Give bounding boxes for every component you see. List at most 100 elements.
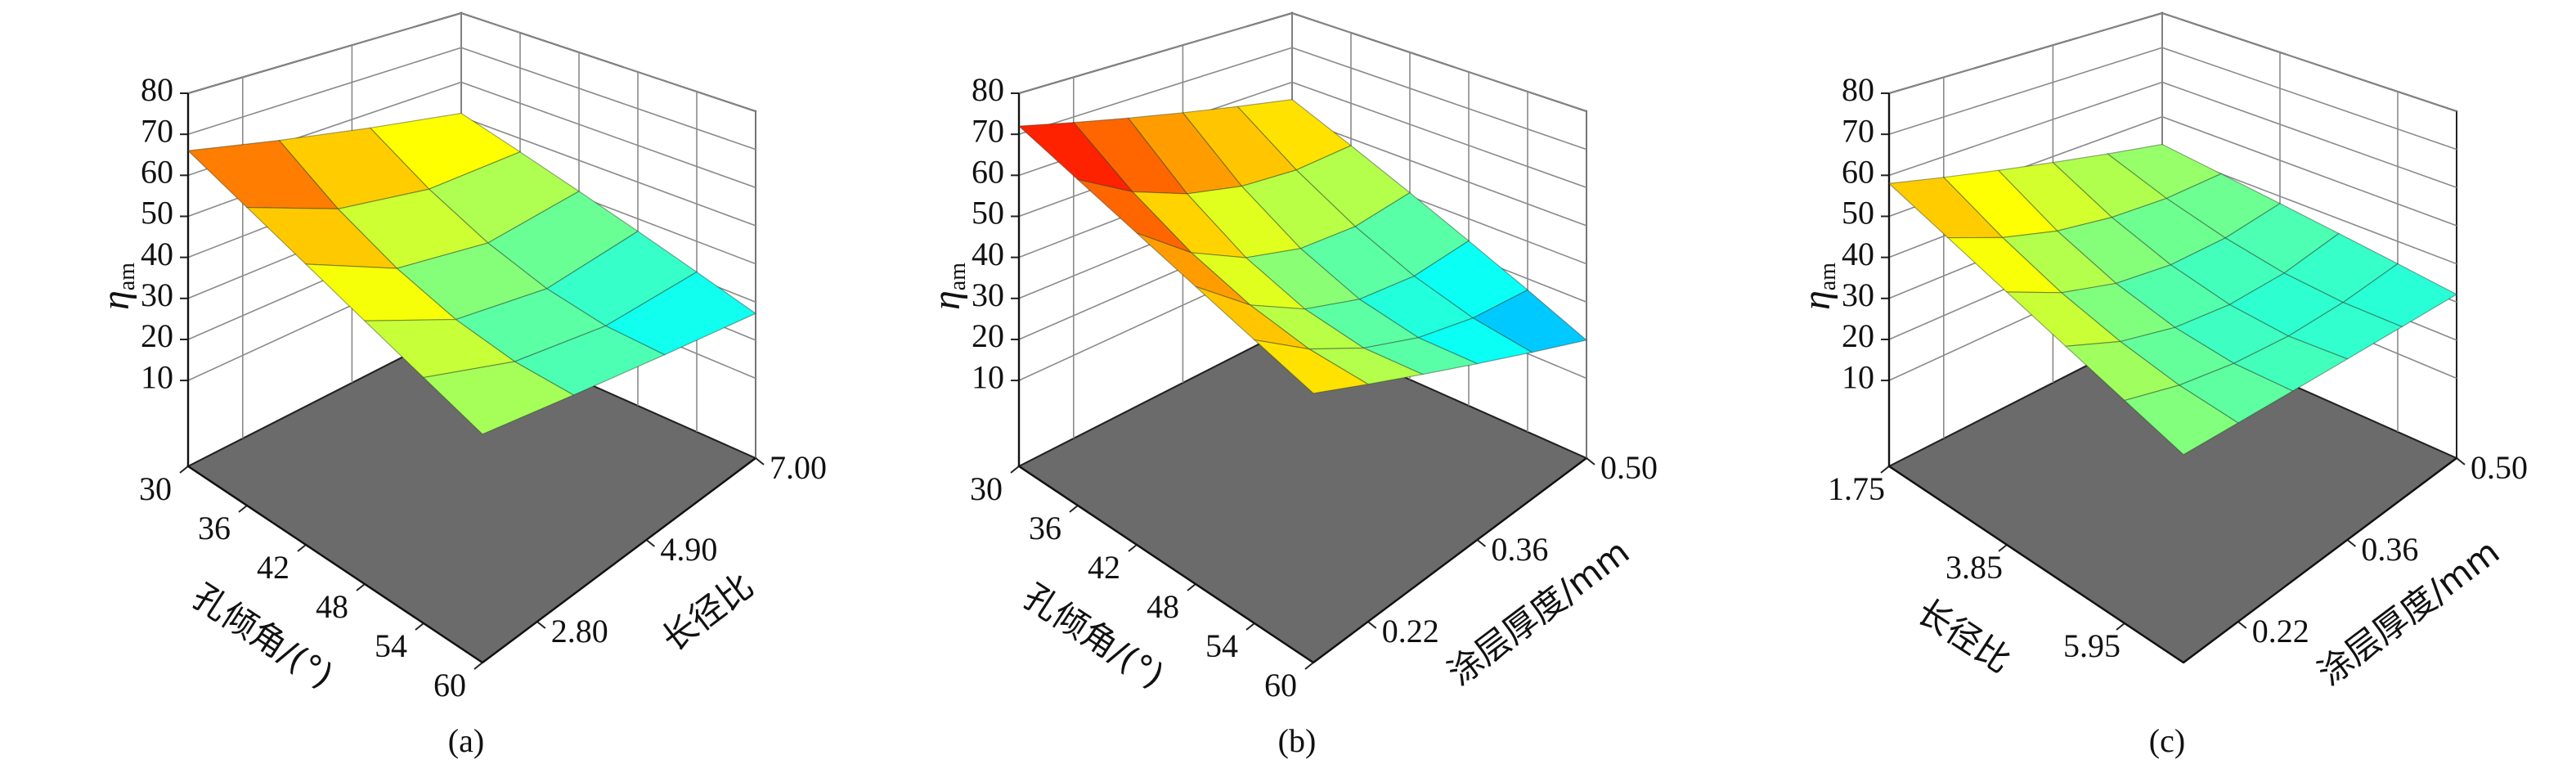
x-tick-mark — [1998, 544, 2008, 552]
z-tick-label: 10 — [1842, 358, 1874, 395]
z-tick-label: 10 — [972, 358, 1004, 395]
x-tick-label: 48 — [316, 588, 348, 625]
grid-line — [460, 115, 756, 227]
z-tick-label: 40 — [1842, 236, 1874, 272]
x-tick-mark — [297, 544, 307, 552]
surface-panel: 10 20 30 40 50 60 70 80 30 36 42 48 54 60 0.22 0.36 0.50… — [925, 11, 1658, 759]
y-axis-title: 长径比 — [654, 565, 761, 659]
axis-line — [1888, 465, 2184, 663]
z-tick-label: 20 — [141, 317, 173, 354]
y-tick-mark — [2456, 457, 2466, 465]
z-tick-label: 30 — [972, 276, 1004, 313]
surface-patch — [2123, 384, 2239, 456]
surface-panel: 10 20 30 40 50 60 70 80 30 36 42 48 54 60 2.80 4.90 7.00… — [94, 11, 827, 759]
grid-line — [187, 12, 462, 94]
surface-patch — [1416, 317, 1533, 365]
axis-line — [1313, 457, 1587, 663]
x-tick-mark — [1010, 465, 1020, 474]
panel-caption: (b) — [1278, 722, 1317, 759]
x-tick-mark — [2116, 622, 2125, 631]
x-tick-label: 54 — [375, 627, 407, 664]
axis-line — [187, 465, 483, 663]
grid-line — [187, 47, 462, 135]
x-tick-mark — [1187, 583, 1196, 591]
surface-patch — [513, 325, 666, 396]
z-axis-subscript: am — [114, 263, 140, 290]
y-tick-label: 4.90 — [660, 531, 717, 568]
z-tick-label: 70 — [1842, 112, 1874, 149]
z-tick-label: 10 — [141, 358, 173, 395]
z-tick-label: 80 — [1842, 71, 1874, 108]
grid-line — [1018, 12, 1293, 94]
x-tick-label: 36 — [1029, 510, 1061, 546]
y-tick-mark — [645, 539, 656, 547]
z-tick-label: 60 — [972, 153, 1004, 190]
z-tick-label: 70 — [141, 112, 173, 149]
surface-panel: 10 20 30 40 50 60 70 80 1.75 3.85 5.95 0.22 0.36 0.50… — [1795, 11, 2528, 759]
x-tick-label: 54 — [1205, 627, 1238, 664]
z-tick-label: 80 — [972, 71, 1004, 108]
axis-line — [2183, 457, 2457, 663]
z-tick-label: 50 — [141, 195, 173, 231]
z-tick-label: 70 — [972, 112, 1004, 149]
z-tick-label: 20 — [972, 317, 1004, 354]
x-tick-mark — [1069, 505, 1079, 513]
panel-caption: (c) — [2149, 722, 2185, 759]
x-tick-label: 42 — [257, 549, 289, 586]
panel-caption: (a) — [448, 722, 484, 759]
x-axis-title: 长径比 — [1910, 591, 2017, 681]
z-axis-title: ηam — [1795, 263, 1841, 310]
x-tick-mark — [238, 505, 248, 513]
grid-line — [2161, 115, 2457, 227]
grid-line — [1018, 47, 1293, 135]
x-tick-label: 30 — [139, 470, 172, 507]
y-tick-label: 2.80 — [551, 613, 608, 649]
grid-line — [460, 47, 756, 151]
z-axis-symbol: η — [94, 290, 137, 310]
z-tick-label: 30 — [141, 276, 173, 313]
x-tick-label: 60 — [1264, 667, 1297, 703]
z-axis-title: ηam — [94, 263, 140, 310]
z-tick-label: 60 — [141, 153, 173, 190]
z-tick-label: 80 — [141, 71, 173, 108]
grid-line — [1888, 81, 2163, 177]
z-tick-label: 50 — [1842, 195, 1874, 231]
grid-line — [1291, 115, 1587, 227]
y-tick-mark — [755, 457, 765, 465]
axis-line — [482, 457, 756, 663]
grid-line — [460, 81, 756, 189]
y-tick-mark — [1476, 539, 1487, 547]
x-tick-mark — [1880, 465, 1890, 474]
z-tick-label: 60 — [1842, 153, 1874, 190]
y-tick-mark — [2346, 539, 2357, 547]
x-tick-label: 5.95 — [2063, 627, 2120, 664]
z-tick-label: 30 — [1842, 276, 1874, 313]
x-tick-label: 42 — [1088, 549, 1120, 586]
z-axis-title: ηam — [925, 263, 971, 310]
y-tick-label: 0.22 — [1382, 613, 1439, 649]
grid-line — [1291, 47, 1587, 151]
x-tick-mark — [356, 583, 366, 591]
y-tick-label: 0.50 — [1600, 449, 1658, 486]
x-tick-mark — [1128, 544, 1138, 552]
z-tick-label: 20 — [1842, 317, 1874, 354]
grid-line — [1888, 47, 2163, 135]
x-tick-label: 1.75 — [1828, 470, 1885, 507]
grid-line — [1291, 12, 1587, 112]
y-tick-mark — [2237, 621, 2247, 629]
x-tick-mark — [473, 662, 483, 670]
z-axis-subscript: am — [1815, 263, 1841, 290]
y-tick-label: 0.36 — [2361, 531, 2418, 568]
y-tick-mark — [1367, 621, 1377, 629]
x-tick-mark — [1245, 622, 1255, 631]
grid-line — [2161, 81, 2457, 189]
y-tick-label: 0.22 — [2252, 613, 2309, 649]
x-tick-label: 48 — [1147, 588, 1179, 625]
x-tick-mark — [415, 622, 424, 631]
x-tick-label: 36 — [198, 510, 231, 546]
grid-line — [2161, 12, 2457, 112]
grid-line — [1291, 81, 1587, 189]
y-tick-label: 7.00 — [770, 449, 827, 486]
x-tick-mark — [179, 465, 189, 474]
